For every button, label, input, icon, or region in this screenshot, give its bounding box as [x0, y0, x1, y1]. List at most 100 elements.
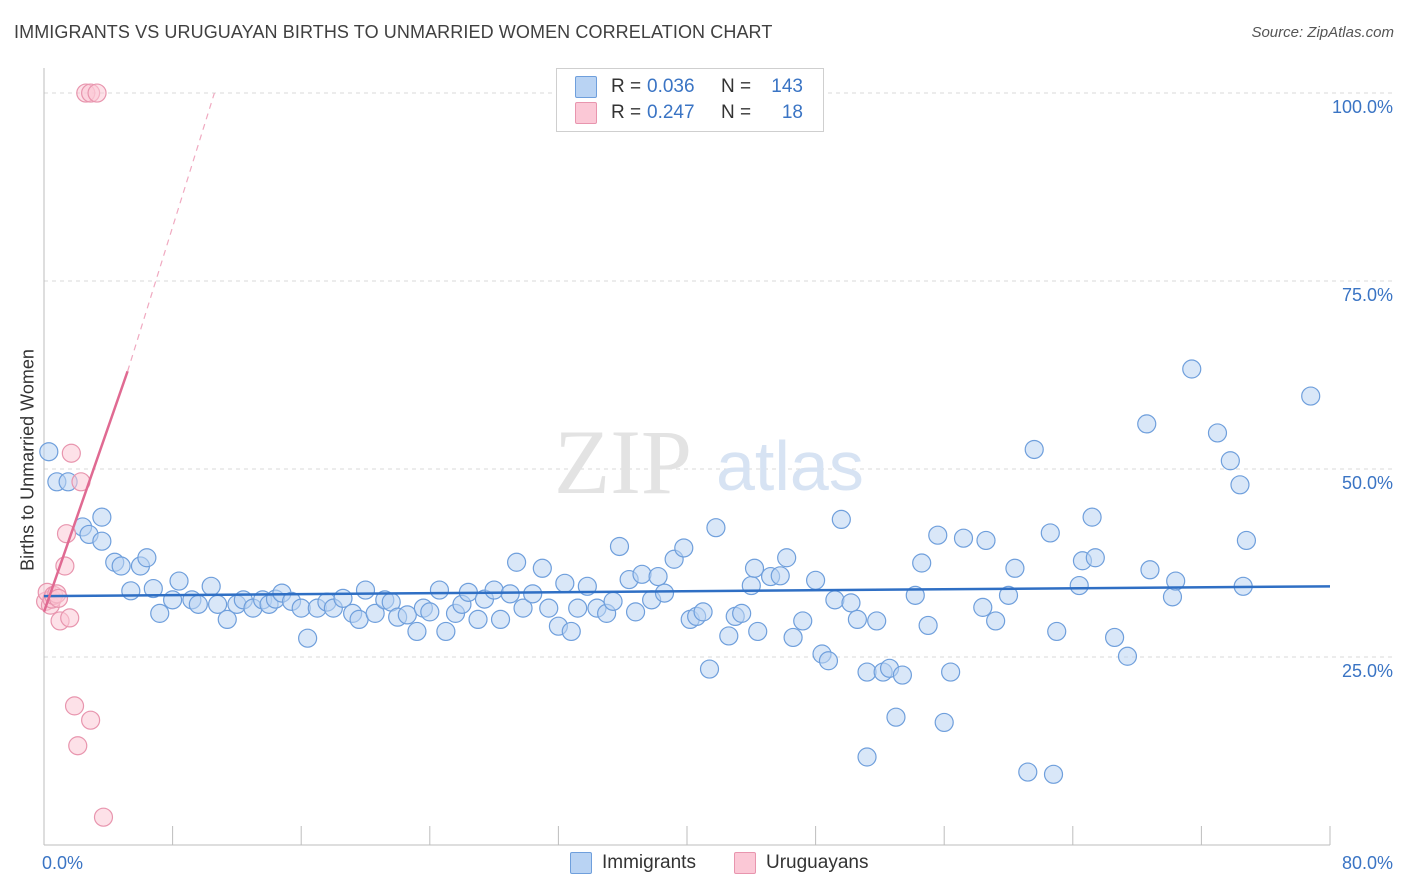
immigrants-point	[490, 609, 511, 630]
immigrants-point	[1069, 575, 1089, 596]
immigrants-point	[674, 538, 694, 558]
uruguayans-point	[56, 524, 77, 544]
immigrants-point	[719, 626, 739, 646]
y-tick-label: 50.0%	[1342, 473, 1393, 493]
x-tick-label: 0.0%	[42, 853, 83, 873]
uruguayans-point	[81, 710, 101, 730]
immigrants-point	[986, 611, 1006, 631]
watermark-zip: ZIP	[554, 411, 692, 513]
immigrants-point	[429, 580, 450, 600]
immigrants-point	[92, 507, 112, 527]
immigrants-point	[973, 597, 993, 617]
y-tick-label: 75.0%	[1342, 285, 1393, 305]
immigrants-point	[841, 593, 861, 613]
r-label: R =	[611, 102, 642, 123]
r-value: 0.036	[647, 76, 695, 97]
n-value: 143	[771, 76, 803, 97]
immigrants-point	[1140, 560, 1160, 580]
watermark-atlas: atlas	[716, 427, 864, 505]
immigrants-point	[770, 566, 790, 586]
immigrants-point	[1166, 571, 1186, 591]
immigrants-point	[732, 603, 752, 623]
immigrants-point	[625, 602, 646, 622]
immigrants-point	[1047, 621, 1067, 642]
immigrants-point	[484, 580, 504, 600]
immigrants-point	[420, 602, 440, 622]
immigrants-point	[532, 558, 552, 578]
immigrants-point	[407, 621, 427, 642]
immigrants-point	[1162, 587, 1183, 607]
immigrants-point	[825, 590, 845, 610]
bottom-legend-uruguayans: Uruguayans	[734, 852, 868, 874]
immigrants-point	[397, 605, 417, 625]
uruguayans-swatch	[575, 102, 597, 124]
immigrants-point	[121, 581, 141, 601]
immigrants-point	[355, 580, 376, 600]
immigrants-point	[150, 603, 170, 623]
immigrants-point	[805, 570, 826, 590]
immigrants-point	[867, 611, 887, 631]
immigrants-point	[1117, 646, 1138, 666]
immigrants-legend-label: Immigrants	[602, 852, 696, 873]
immigrants-point	[912, 553, 932, 573]
immigrants-point	[1236, 530, 1257, 551]
bottom-legend-immigrants: Immigrants	[570, 852, 696, 874]
stats-legend: R = 0.036 N = 143 R = 0.247 N = 18	[556, 68, 824, 132]
immigrants-point	[777, 548, 797, 568]
n-label: N =	[721, 102, 752, 123]
immigrants-point	[1230, 475, 1250, 495]
y-tick-label: 100.0%	[1332, 97, 1393, 117]
immigrants-point	[818, 651, 839, 671]
immigrants-point	[111, 556, 131, 576]
immigrants-point	[934, 712, 954, 733]
immigrants-point	[654, 583, 675, 603]
n-value: 18	[781, 102, 803, 123]
x-tick-label: 80.0%	[1342, 853, 1393, 873]
uruguayans-point	[87, 83, 107, 103]
immigrants-point	[39, 442, 59, 462]
immigrants-point	[92, 531, 112, 551]
trend-lines	[42, 92, 1331, 613]
immigrants-point	[793, 611, 813, 631]
immigrants-point	[783, 627, 803, 648]
immigrants-point	[137, 548, 157, 568]
immigrants-point	[857, 662, 877, 682]
immigrants-point	[928, 525, 948, 545]
immigrants-point	[568, 598, 588, 618]
r-value: 0.247	[647, 102, 695, 123]
watermark: ZIP atlas	[554, 411, 864, 513]
immigrants-point	[349, 609, 369, 630]
immigrants-point	[1082, 507, 1102, 527]
immigrants-point	[436, 621, 456, 642]
legend-row-uruguayans: R = 0.247 N = 18	[575, 99, 803, 127]
immigrants-point	[1137, 414, 1157, 434]
immigrants-point	[513, 598, 533, 618]
y-tick-label: 25.0%	[1342, 661, 1393, 681]
tick-labels: 25.0% 50.0% 75.0% 100.0% 0.0% 80.0%	[42, 97, 1393, 873]
uruguayans-trend-line	[42, 370, 129, 613]
immigrants-point	[1182, 359, 1202, 379]
immigrants-point	[976, 530, 996, 551]
immigrants-point	[693, 602, 713, 622]
immigrants-point	[941, 662, 961, 682]
immigrants-point	[201, 576, 221, 596]
uruguayans-legend-swatch	[734, 852, 756, 874]
immigrants-point	[555, 573, 575, 593]
immigrants-point	[953, 528, 974, 548]
uruguayans-point	[64, 696, 85, 716]
immigrants-point	[468, 609, 488, 630]
legend-row-immigrants: R = 0.036 N = 143	[575, 73, 803, 101]
uruguayans-legend-label: Uruguayans	[766, 852, 869, 873]
immigrants-point	[609, 536, 630, 557]
immigrants-point	[163, 590, 183, 610]
immigrants-point	[169, 571, 189, 591]
chart-title: IMMIGRANTS VS URUGUAYAN BIRTHS TO UNMARR…	[14, 22, 773, 42]
immigrants-point	[748, 621, 768, 642]
immigrants-point	[217, 609, 237, 630]
immigrants-point	[905, 585, 925, 605]
immigrants-point	[998, 585, 1019, 605]
immigrants-point	[188, 594, 208, 614]
gridlines	[44, 92, 1392, 658]
immigrants-point	[298, 628, 318, 648]
immigrants-point	[1024, 439, 1044, 460]
